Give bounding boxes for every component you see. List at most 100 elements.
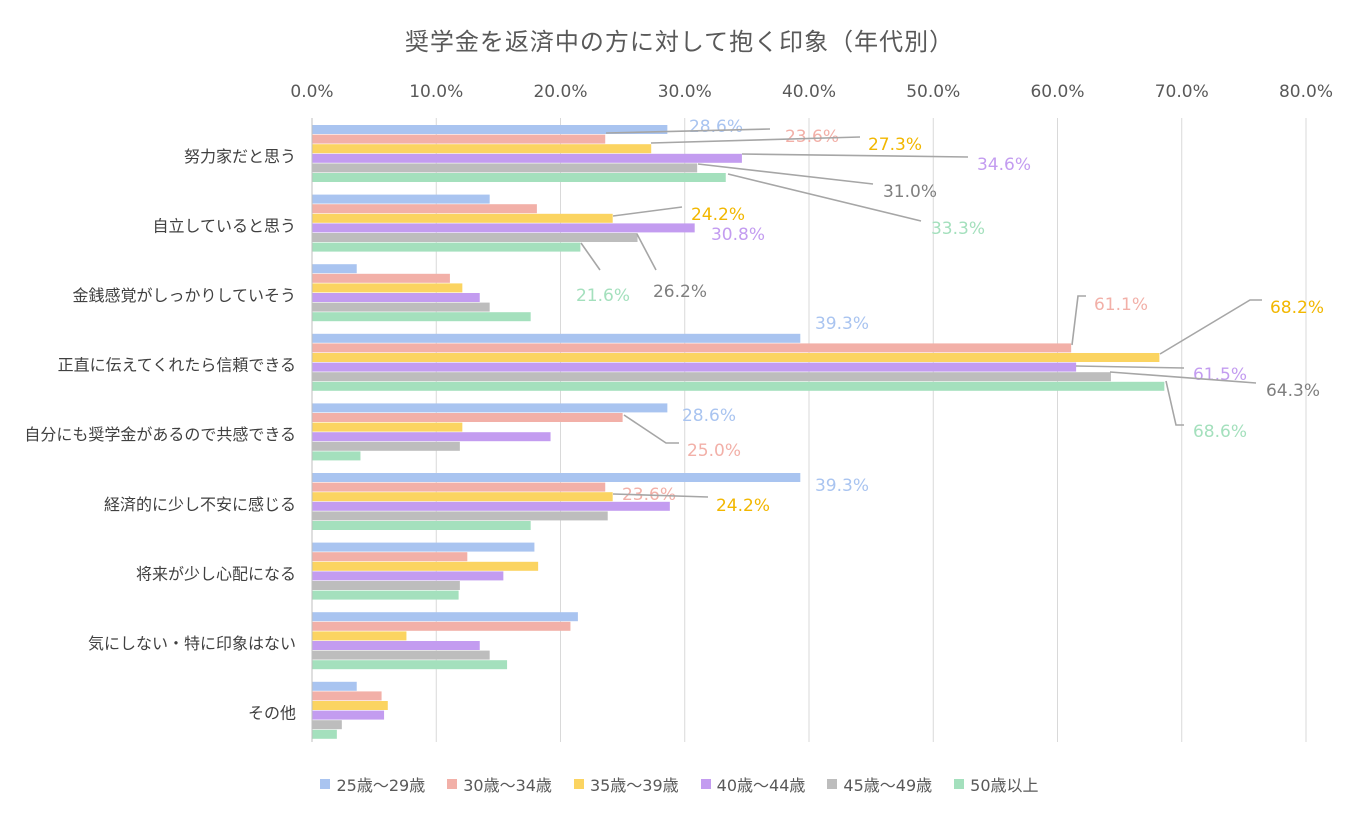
bar	[312, 473, 801, 482]
data-label: 64.3%	[1266, 381, 1320, 401]
bar	[312, 701, 388, 710]
bar	[312, 451, 361, 461]
bar	[312, 413, 623, 422]
leader-line	[612, 493, 709, 498]
data-label: 61.1%	[1094, 295, 1148, 315]
legend-swatch	[320, 779, 331, 789]
legend-item: 40歳～44歳	[700, 772, 806, 796]
data-label: 39.3%	[815, 476, 869, 496]
bar	[312, 710, 385, 720]
leader-line	[650, 136, 861, 144]
category-label: 経済的に少し不安に感じる	[104, 495, 296, 514]
x-tick-label: 80.0%	[1279, 82, 1333, 102]
bar	[312, 482, 606, 492]
bar	[312, 264, 357, 274]
data-label: 33.3%	[931, 219, 985, 239]
bar	[312, 432, 551, 442]
x-tick-label: 10.0%	[409, 82, 463, 102]
category-label: 自立していると思う	[152, 216, 296, 235]
leader-line	[623, 414, 679, 444]
legend-label: 40歳～44歳	[716, 776, 806, 795]
legend-label: 30歳～34歳	[463, 776, 552, 795]
bar	[312, 729, 337, 739]
bar	[312, 173, 726, 182]
bar	[312, 134, 606, 144]
data-label: 28.6%	[682, 406, 736, 426]
bar	[312, 312, 531, 322]
leader-line	[636, 233, 657, 271]
bar	[312, 362, 1077, 372]
bar	[312, 223, 695, 233]
bar	[312, 631, 407, 641]
bar	[312, 242, 581, 252]
bar	[312, 163, 698, 173]
data-label: 24.2%	[691, 205, 745, 225]
legend: 25歳～29歳 30歳～34歳 35歳～39歳 40歳～44歳 45歳～49歳 50歳以上	[0, 772, 1359, 796]
bar	[312, 333, 801, 343]
data-label: 26.2%	[653, 282, 707, 302]
x-tick-label: 70.0%	[1155, 82, 1209, 102]
data-label: 25.0%	[687, 441, 741, 461]
bar	[312, 194, 490, 204]
bar	[312, 561, 539, 571]
data-label: 68.6%	[1193, 422, 1247, 442]
x-tick-label: 0.0%	[290, 82, 333, 102]
category-label: その他	[248, 704, 296, 723]
leader-line	[697, 163, 874, 185]
leader-line	[1075, 365, 1185, 369]
leader-line	[580, 242, 601, 271]
bar	[312, 552, 468, 562]
data-label: 39.3%	[815, 314, 869, 334]
bar	[312, 233, 638, 242]
data-label: 24.2%	[716, 496, 770, 516]
leader-line	[727, 173, 922, 222]
bar	[312, 403, 668, 413]
x-tick-label: 20.0%	[533, 82, 587, 102]
bar	[312, 381, 1165, 391]
legend-swatch	[573, 779, 584, 789]
leader-line	[1165, 380, 1184, 426]
bar	[312, 293, 480, 302]
legend-item: 35歳～39歳	[573, 772, 679, 796]
leader-line	[1159, 299, 1262, 355]
legend-label: 25歳～29歳	[336, 776, 426, 795]
data-label: 21.6%	[576, 286, 630, 306]
data-label: 23.6%	[785, 127, 839, 147]
bar	[312, 650, 490, 660]
bar	[312, 511, 608, 521]
bar	[312, 422, 463, 432]
bar	[312, 641, 480, 650]
bar	[312, 441, 460, 451]
bar	[312, 571, 504, 581]
category-label: 気にしない・特に印象はない	[88, 634, 296, 653]
data-label: 27.3%	[868, 135, 922, 155]
bar	[312, 372, 1111, 382]
category-label: 将来が少し心配になる	[136, 564, 296, 583]
data-label: 28.6%	[689, 117, 743, 137]
legend-label: 35歳～39歳	[589, 776, 679, 795]
data-label: 31.0%	[883, 182, 937, 202]
legend-swatch	[700, 779, 711, 789]
data-label: 68.2%	[1270, 298, 1324, 318]
bar	[312, 681, 357, 691]
chart-title: 奨学金を返済中の方に対して抱く印象（年代別）	[404, 28, 955, 56]
bar	[312, 302, 490, 312]
legend-item: 30歳～34歳	[447, 772, 552, 796]
bar	[312, 273, 450, 283]
legend-item: 25歳～29歳	[320, 772, 425, 796]
bar	[312, 353, 1160, 362]
legend-label: 45歳～49歳	[843, 776, 933, 795]
legend-swatch	[447, 779, 458, 789]
bar	[312, 612, 578, 622]
bar	[312, 542, 535, 552]
category-label: 金銭感覚がしっかりしていそう	[72, 286, 296, 305]
bar	[312, 343, 1072, 353]
legend-item: 45歳～49歳	[827, 772, 932, 796]
bar	[312, 501, 670, 511]
x-tick-label: 40.0%	[782, 82, 836, 102]
x-tick-label: 50.0%	[906, 82, 960, 102]
data-label: 30.8%	[711, 225, 765, 245]
bar	[312, 492, 613, 502]
